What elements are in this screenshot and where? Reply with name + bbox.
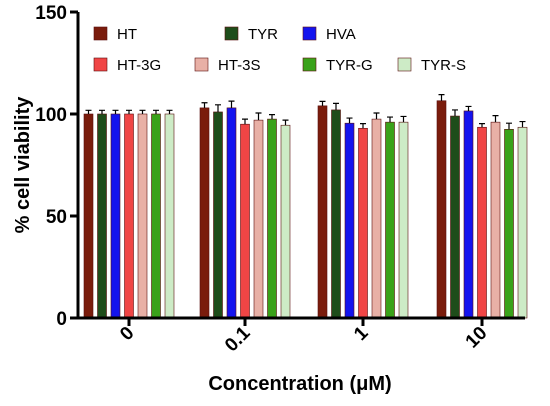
bar-tyr-g-2	[385, 121, 395, 319]
bar-hva-3	[463, 110, 474, 319]
bar-tyr-g-1	[267, 118, 277, 319]
error-bar-ht-3g-1	[242, 118, 248, 125]
legend-label-ht-3s: HT-3S	[218, 57, 261, 74]
error-bar-tyr-1	[215, 104, 221, 112]
legend-swatch-tyr-g	[302, 57, 317, 72]
bar-tyr-2	[331, 109, 341, 319]
bar-tyr-1	[213, 111, 223, 319]
bar-ht-3	[436, 100, 447, 319]
legend-label-tyr-s: TYR-S	[421, 57, 466, 74]
bar-hva-0	[110, 113, 121, 319]
legend: HT TYR HVA HT-3G HT-3S TYR-G TYR-S	[93, 26, 466, 74]
bar-ht-3s-0	[137, 113, 148, 319]
x-tick-label-1: 0.1	[221, 322, 255, 356]
error-bar-tyr-s-2	[400, 115, 407, 123]
bar-ht-3g-3	[477, 126, 487, 319]
error-bar-tyr-s-3	[519, 120, 526, 128]
error-bar-ht-0	[85, 109, 92, 114]
error-bar-ht-3g-0	[126, 109, 132, 114]
bar-ht-3g-1	[240, 123, 250, 319]
bar-ht-0	[83, 113, 94, 319]
bar-tyr-g-3	[504, 129, 514, 319]
error-bar-ht-1	[201, 102, 208, 108]
error-bar-tyr-s-1	[282, 119, 289, 126]
legend-swatch-tyr-s	[397, 57, 412, 72]
error-bar-tyr-2	[333, 102, 339, 110]
legend-label-ht: HT	[117, 26, 137, 43]
bar-ht-3s-2	[371, 118, 382, 319]
y-tick-label-0: 0	[56, 309, 67, 330]
error-bar-hva-3	[465, 105, 472, 111]
legend-swatch-ht-3s	[194, 57, 209, 72]
axes-layer	[76, 12, 525, 320]
y-tick-label-2: 100	[35, 105, 67, 126]
bar-tyr-0	[97, 113, 107, 319]
bar-tyr-s-3	[517, 126, 528, 319]
bar-ht-3g-0	[124, 113, 134, 319]
y-tick-label-1: 50	[46, 207, 67, 228]
error-bar-tyr-s-0	[166, 109, 173, 114]
error-bar-hva-0	[112, 109, 119, 114]
bar-ht-3s-1	[253, 119, 264, 319]
legend-label-tyr-g: TYR-G	[326, 57, 373, 74]
legend-swatch-ht	[93, 26, 108, 41]
error-bar-ht-2	[319, 100, 326, 106]
error-bar-hva-1	[228, 100, 235, 108]
error-bar-ht-3	[438, 94, 445, 101]
bar-tyr-s-2	[398, 121, 409, 319]
bar-ht-3g-2	[358, 127, 368, 319]
error-bar-ht-3g-3	[479, 122, 485, 128]
x-tick-label-3: 10	[462, 323, 492, 353]
error-bar-ht-3g-2	[360, 122, 366, 129]
error-bar-ht-3s-0	[139, 109, 146, 114]
error-bar-tyr-g-3	[506, 122, 512, 130]
error-bar-tyr-g-2	[387, 116, 393, 123]
error-bar-tyr-3	[452, 109, 458, 117]
legend-swatch-ht-3g	[93, 57, 108, 72]
error-bar-tyr-g-0	[153, 109, 159, 114]
y-axis-title: % cell viability	[12, 96, 34, 234]
legend-label-tyr: TYR	[248, 26, 278, 43]
error-bar-ht-3s-3	[492, 115, 499, 123]
legend-label-hva: HVA	[326, 26, 356, 43]
legend-swatch-hva	[302, 26, 317, 41]
error-bar-ht-3s-2	[373, 112, 380, 120]
error-bar-tyr-0	[99, 109, 105, 114]
error-bar-ht-3s-1	[255, 112, 262, 121]
bar-hva-2	[344, 122, 355, 319]
bar-ht-2	[317, 105, 328, 319]
error-bar-tyr-g-1	[269, 114, 275, 120]
y-tick-label-3: 150	[35, 3, 67, 24]
legend-label-ht-3g: HT-3G	[117, 57, 161, 74]
bar-hva-1	[226, 107, 237, 319]
bars-layer	[83, 94, 528, 319]
x-axis-title: Concentration (μM)	[208, 373, 391, 395]
error-bar-hva-2	[346, 117, 353, 124]
bar-tyr-s-1	[280, 124, 291, 319]
legend-swatch-tyr	[224, 26, 239, 41]
bar-tyr-g-0	[151, 113, 161, 319]
x-tick-label-0: 0	[116, 323, 138, 345]
bar-ht-3s-3	[490, 121, 501, 319]
bar-ht-1	[199, 107, 210, 319]
bar-tyr-3	[450, 115, 460, 319]
bar-tyr-s-0	[164, 113, 175, 319]
